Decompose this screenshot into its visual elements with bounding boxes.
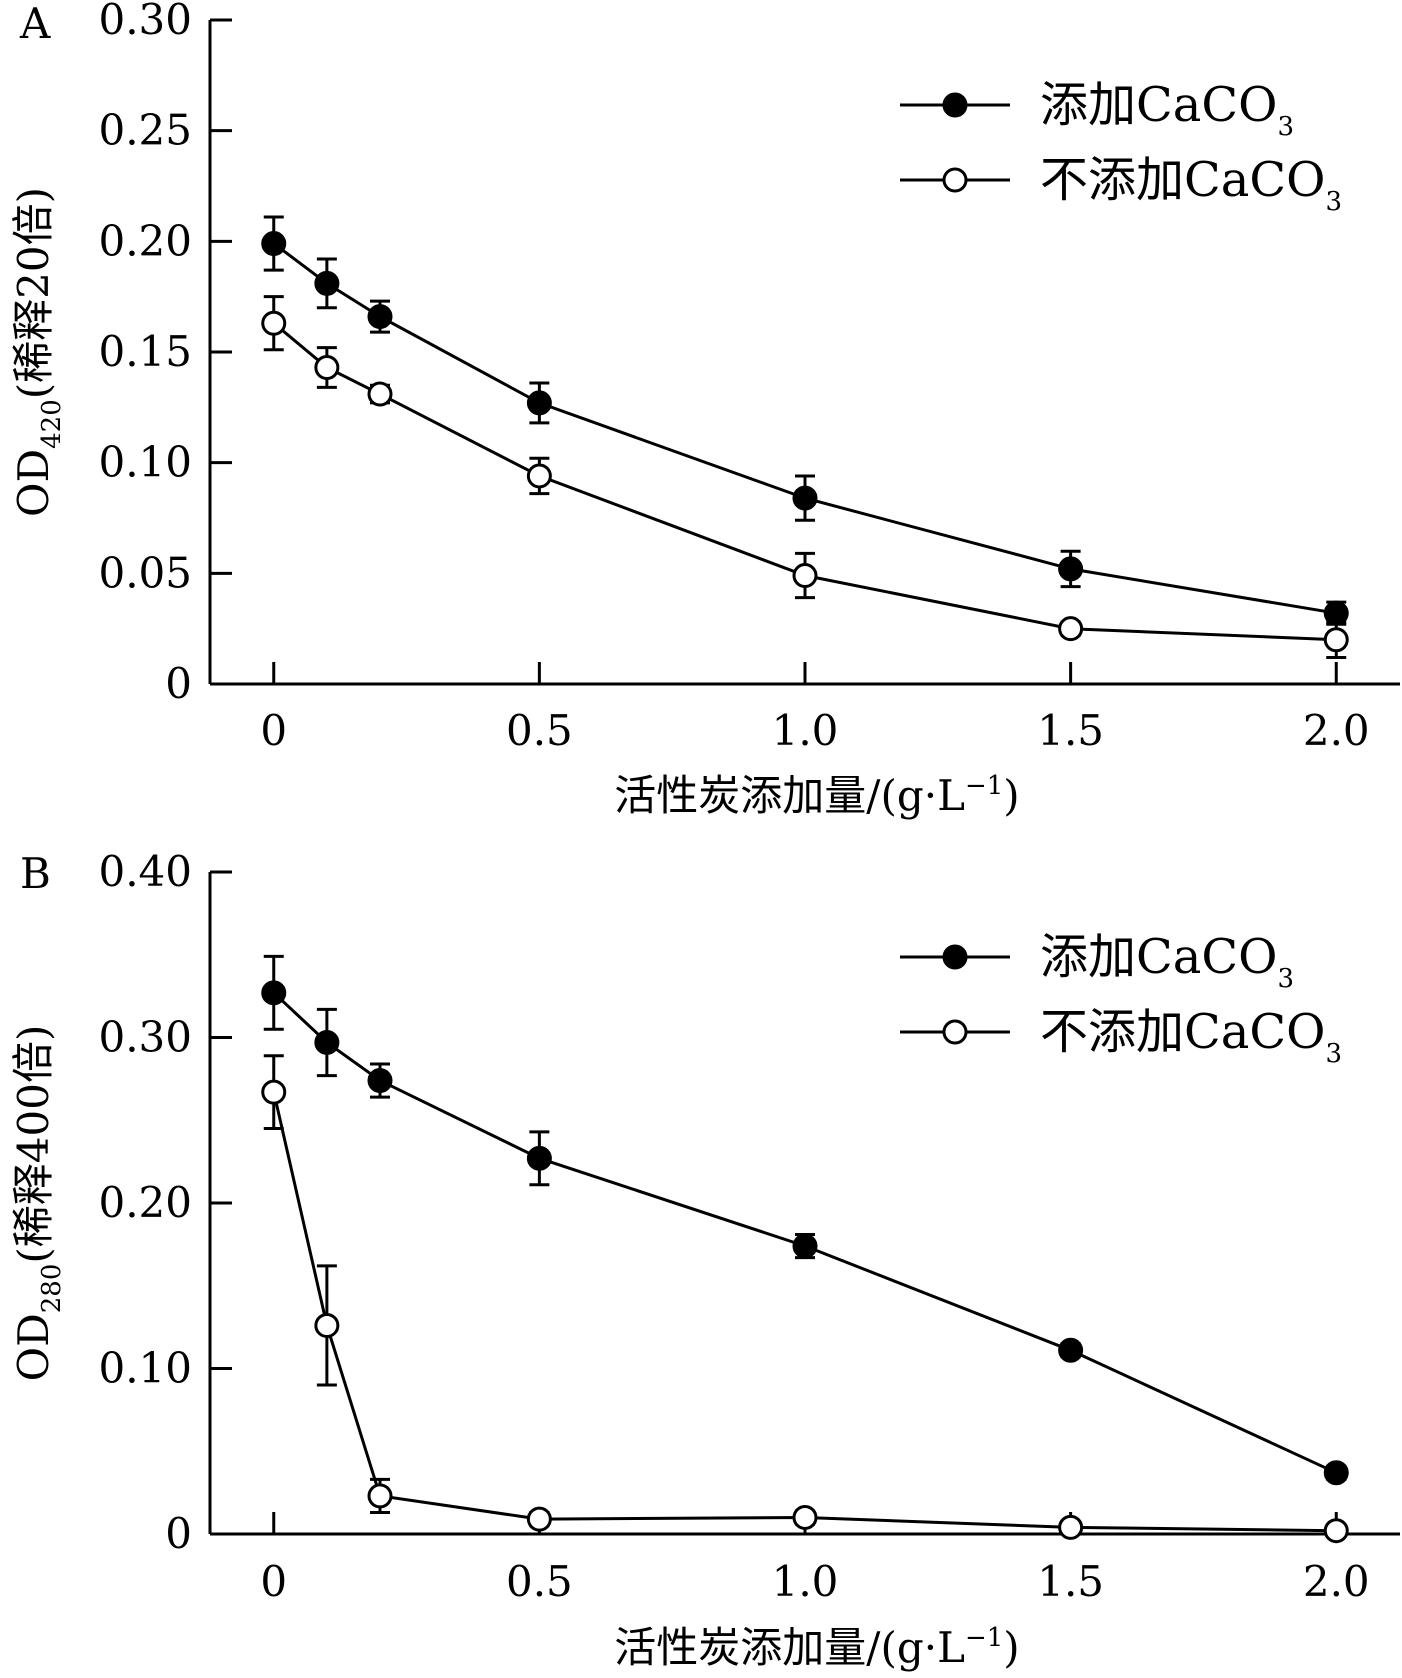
legend-marker bbox=[942, 167, 968, 193]
legend-label: 不添加CaCO3 bbox=[1040, 1004, 1342, 1069]
panel-letter: B bbox=[20, 849, 51, 898]
y-axis-title-tail: (稀释400倍) bbox=[9, 1025, 58, 1264]
x-tick-label: 0 bbox=[260, 706, 287, 755]
y-tick-label: 0.20 bbox=[98, 1178, 192, 1227]
data-point bbox=[261, 1079, 287, 1105]
series-line bbox=[272, 991, 1337, 1475]
y-axis-title-subscript: 420 bbox=[37, 399, 67, 449]
data-point bbox=[314, 270, 340, 296]
x-axis-title-superscript: −1 bbox=[965, 1623, 1003, 1653]
legend-entry: 不添加CaCO3 bbox=[900, 1004, 1342, 1069]
data-point bbox=[1323, 627, 1349, 653]
y-tick-label: 0 bbox=[165, 1509, 192, 1558]
y-axis-title-main: OD bbox=[9, 449, 58, 517]
legend-marker bbox=[942, 944, 968, 970]
y-axis-title: OD420(稀释20倍) bbox=[9, 187, 67, 517]
panel-letter: A bbox=[19, 0, 51, 48]
chart-panel-a: A 0 0.05 0.10 0.15 0.20 0.25 0.30 0 0.5 1.0 1.5 2.0 活… bbox=[9, 0, 1400, 820]
data-point bbox=[261, 980, 287, 1006]
x-axis-title-main: 活性炭添加量/(g·L bbox=[614, 771, 965, 820]
data-point bbox=[1323, 1460, 1349, 1486]
legend-label-main: 添加CaCO bbox=[1040, 929, 1277, 985]
y-tick-label: 0.05 bbox=[98, 548, 192, 597]
data-point bbox=[1323, 1518, 1349, 1544]
series-with-caco3 bbox=[261, 954, 1349, 1486]
data-point bbox=[367, 304, 393, 330]
x-tick-label: 0.5 bbox=[506, 706, 573, 755]
data-point bbox=[314, 1312, 340, 1338]
data-point bbox=[526, 1145, 552, 1171]
legend-entry: 添加CaCO3 bbox=[900, 929, 1294, 994]
data-point bbox=[261, 310, 287, 336]
series-without-caco3 bbox=[261, 295, 1349, 659]
x-tick-label: 0.5 bbox=[506, 1557, 573, 1606]
data-point bbox=[1058, 1514, 1084, 1540]
legend-label: 添加CaCO3 bbox=[1040, 929, 1294, 994]
series-without-caco3 bbox=[261, 1054, 1349, 1544]
legend-label-subscript: 3 bbox=[1325, 187, 1342, 217]
data-point bbox=[1058, 556, 1084, 582]
series-line bbox=[272, 1091, 1337, 1533]
x-axis-title: 活性炭添加量/(g·L−1) bbox=[614, 1623, 1019, 1672]
legend-label: 不添加CaCO3 bbox=[1040, 152, 1342, 217]
legend-marker bbox=[942, 1019, 968, 1045]
y-tick-label: 0.30 bbox=[98, 0, 192, 44]
legend-label-main: 不添加CaCO bbox=[1040, 152, 1325, 208]
data-point bbox=[367, 1068, 393, 1094]
x-tick-label: 2.0 bbox=[1303, 706, 1370, 755]
y-tick-label: 0.20 bbox=[98, 216, 192, 265]
x-tick-label: 1.0 bbox=[772, 706, 839, 755]
x-axis-title-tail: ) bbox=[1003, 771, 1019, 820]
legend-marker bbox=[942, 92, 968, 118]
data-point bbox=[792, 1504, 818, 1530]
data-point bbox=[314, 1029, 340, 1055]
legend-label-subscript: 3 bbox=[1277, 112, 1294, 142]
legend-label-subscript: 3 bbox=[1325, 1039, 1342, 1069]
legend-entry: 不添加CaCO3 bbox=[900, 152, 1342, 217]
data-point bbox=[526, 390, 552, 416]
x-tick-label: 1.5 bbox=[1037, 706, 1104, 755]
x-axis-title-superscript: −1 bbox=[965, 771, 1003, 801]
series-with-caco3 bbox=[261, 215, 1349, 626]
chart-panel-b: B 0 0.10 0.20 0.30 0.40 0 0.5 1.0 1.5 2.0 活性炭添加量/(g… bbox=[9, 847, 1400, 1672]
data-point bbox=[792, 485, 818, 511]
y-tick-label: 0.10 bbox=[98, 438, 192, 487]
y-tick-label: 0.25 bbox=[98, 106, 192, 155]
x-axis-title-main: 活性炭添加量/(g·L bbox=[614, 1623, 965, 1672]
y-tick-label: 0.10 bbox=[98, 1344, 192, 1393]
y-tick-label: 0.40 bbox=[98, 847, 192, 896]
data-point bbox=[1058, 1337, 1084, 1363]
x-axis-title: 活性炭添加量/(g·L−1) bbox=[614, 771, 1019, 820]
legend-entry: 添加CaCO3 bbox=[900, 77, 1294, 142]
legend-label: 添加CaCO3 bbox=[1040, 77, 1294, 142]
data-point bbox=[367, 381, 393, 407]
y-tick-label: 0 bbox=[165, 659, 192, 708]
legend-label-main: 不添加CaCO bbox=[1040, 1004, 1325, 1060]
data-point bbox=[526, 1506, 552, 1532]
x-axis-title-tail: ) bbox=[1003, 1623, 1019, 1672]
x-tick-label: 2.0 bbox=[1303, 1557, 1370, 1606]
data-point bbox=[314, 354, 340, 380]
legend-label-subscript: 3 bbox=[1277, 964, 1294, 994]
legend-label-main: 添加CaCO bbox=[1040, 77, 1277, 133]
data-point bbox=[367, 1483, 393, 1509]
data-point bbox=[261, 231, 287, 257]
y-axis-title-subscript: 280 bbox=[37, 1264, 67, 1314]
y-tick-label: 0.30 bbox=[98, 1013, 192, 1062]
y-axis-title-main: OD bbox=[9, 1313, 58, 1381]
y-axis-title: OD280(稀释400倍) bbox=[9, 1025, 67, 1382]
y-tick-label: 0.15 bbox=[98, 327, 192, 376]
data-point bbox=[792, 563, 818, 589]
data-point bbox=[526, 463, 552, 489]
x-tick-label: 0 bbox=[260, 1557, 287, 1606]
data-point bbox=[792, 1233, 818, 1259]
x-tick-label: 1.0 bbox=[772, 1557, 839, 1606]
y-axis-title-tail: (稀释20倍) bbox=[9, 187, 58, 399]
data-point bbox=[1058, 616, 1084, 642]
x-tick-label: 1.5 bbox=[1037, 1557, 1104, 1606]
